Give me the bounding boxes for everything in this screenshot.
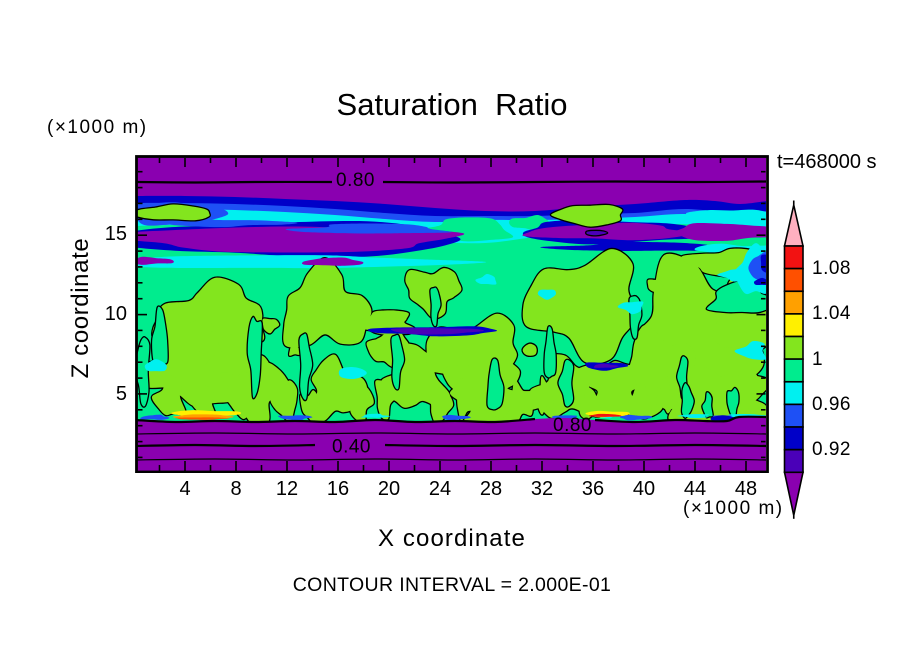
svg-text:0.40: 0.40 — [332, 437, 371, 458]
svg-text:0.80: 0.80 — [336, 170, 375, 191]
svg-text:0.80: 0.80 — [553, 415, 592, 436]
